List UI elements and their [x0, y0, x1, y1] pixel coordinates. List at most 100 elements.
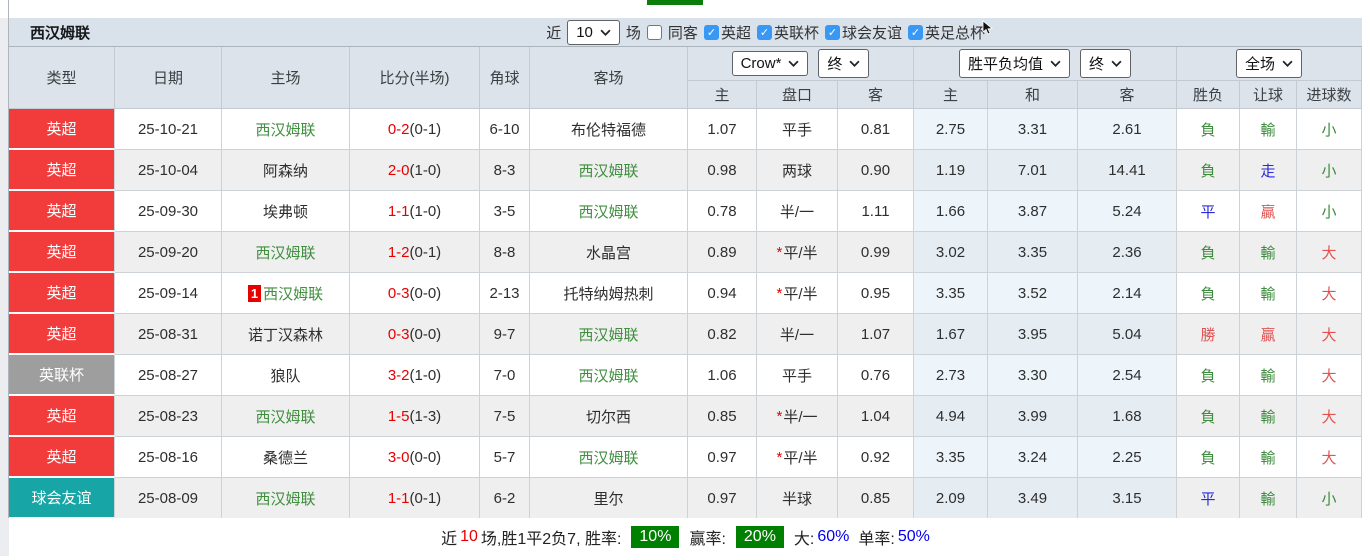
home-team-cell: 西汉姆联: [222, 478, 350, 519]
home-team-name: 西汉姆联: [263, 285, 324, 303]
result-goals-cell: 大: [1297, 314, 1362, 355]
odds-stage-select[interactable]: 终: [818, 49, 870, 78]
away-team-name: 切尔西: [585, 408, 631, 426]
subcolumn-header: 主: [688, 81, 757, 109]
date-cell: 25-08-09: [115, 478, 222, 519]
home-team-cell: 狼队: [222, 355, 350, 396]
result-wdl-cell: 負: [1177, 355, 1240, 396]
league-cell: 英超: [9, 232, 115, 273]
league-checkbox-premier[interactable]: ✓: [703, 24, 719, 40]
league-checkbox-efl-cup[interactable]: ✓: [756, 24, 772, 40]
odds-away-cell: 1.11: [838, 191, 914, 232]
away-team-cell: 托特纳姆热刺: [530, 273, 688, 314]
summary-near-label: 近: [441, 531, 458, 548]
odds-home-cell: 0.89: [688, 232, 757, 273]
league-cell: 英超: [9, 273, 115, 314]
same-away-checkbox[interactable]: [646, 24, 662, 40]
result-goals-cell: 大: [1297, 396, 1362, 437]
avg-header-group: 胜平负均值 终: [914, 47, 1177, 81]
summary-record-text: 场,胜1平2负7, 胜率:: [480, 531, 622, 548]
result-handicap-cell: 贏: [1240, 314, 1297, 355]
result-wdl-cell: 勝: [1177, 314, 1240, 355]
avg-type-value: 胜平负均值: [967, 56, 1043, 73]
away-team-name: 西汉姆联: [578, 449, 639, 467]
avg-stage-select[interactable]: 终: [1080, 49, 1132, 78]
active-tab-indicator: [647, 0, 703, 5]
recent-count-select[interactable]: 10: [567, 19, 620, 45]
result-wdl-cell: 平: [1177, 478, 1240, 519]
away-team-cell: 里尔: [530, 478, 688, 519]
away-team-cell: 水晶宫: [530, 232, 688, 273]
avg-draw-cell: 3.35: [988, 232, 1078, 273]
avg-home-cell: 3.02: [914, 232, 988, 273]
odds-home-cell: 0.78: [688, 191, 757, 232]
home-team-name: 埃弗顿: [262, 203, 308, 221]
odds-handicap-cell: * 平/半: [757, 273, 838, 314]
avg-home-cell: 3.35: [914, 437, 988, 478]
league-cell: 英超: [9, 396, 115, 437]
league-label-friendly: 球会友谊: [841, 24, 902, 42]
avg-away-cell: 5.24: [1078, 191, 1177, 232]
scope-select[interactable]: 全场: [1235, 49, 1302, 78]
games-label: 场: [625, 24, 641, 42]
home-team-name: 桑德兰: [262, 449, 308, 467]
corner-cell: 2-13: [480, 273, 530, 314]
odds-handicap-cell: 半/一: [757, 314, 838, 355]
result-goals-cell: 大: [1297, 273, 1362, 314]
odds-away-cell: 0.81: [838, 109, 914, 150]
league-cell: 英超: [9, 109, 115, 150]
away-team-cell: 西汉姆联: [530, 437, 688, 478]
date-cell: 25-09-20: [115, 232, 222, 273]
result-goals-cell: 大: [1297, 355, 1362, 396]
result-handicap-cell: 輸: [1240, 232, 1297, 273]
league-label-premier: 英超: [720, 24, 751, 42]
avg-draw-cell: 3.95: [988, 314, 1078, 355]
result-handicap-cell: 贏: [1240, 191, 1297, 232]
subcolumn-header: 盘口: [757, 81, 838, 109]
avg-home-cell: 2.73: [914, 355, 988, 396]
result-goals-cell: 小: [1297, 478, 1362, 519]
result-handicap-cell: 走: [1240, 150, 1297, 191]
away-team-name: 西汉姆联: [578, 203, 639, 221]
avg-away-cell: 2.61: [1078, 109, 1177, 150]
odds-handicap-cell: 半球: [757, 478, 838, 519]
odds-company-select[interactable]: Crow*: [731, 51, 809, 76]
result-handicap-cell: 輸: [1240, 437, 1297, 478]
away-team-name: 托特纳姆热刺: [563, 285, 654, 303]
avg-draw-cell: 3.31: [988, 109, 1078, 150]
avg-type-select[interactable]: 胜平负均值: [958, 49, 1070, 78]
score-cell: 1-1 (0-1): [350, 478, 480, 519]
chevron-down-icon: [849, 60, 860, 67]
avg-away-cell: 2.14: [1078, 273, 1177, 314]
league-checkbox-friendly[interactable]: ✓: [824, 24, 840, 40]
big-rate: 60%: [817, 528, 850, 545]
odds-handicap-cell: 半/一: [757, 191, 838, 232]
result-goals-cell: 小: [1297, 109, 1362, 150]
league-checkbox-fa-cup[interactable]: ✓: [907, 24, 923, 40]
avg-home-cell: 1.19: [914, 150, 988, 191]
result-wdl-cell: 負: [1177, 150, 1240, 191]
score-cell: 1-5 (1-3): [350, 396, 480, 437]
odds-away-cell: 0.76: [838, 355, 914, 396]
score-cell: 1-1 (1-0): [350, 191, 480, 232]
home-team-cell: 诺丁汉森林: [222, 314, 350, 355]
avg-draw-cell: 3.52: [988, 273, 1078, 314]
avg-away-cell: 1.68: [1078, 396, 1177, 437]
date-cell: 25-08-27: [115, 355, 222, 396]
scope-value: 全场: [1244, 56, 1275, 73]
avg-away-cell: 2.25: [1078, 437, 1177, 478]
away-team-cell: 西汉姆联: [530, 355, 688, 396]
corner-cell: 6-10: [480, 109, 530, 150]
scope-header-group: 全场: [1177, 47, 1362, 81]
recent-count-value: 10: [576, 23, 593, 41]
result-handicap-cell: 輸: [1240, 478, 1297, 519]
avg-home-cell: 1.67: [914, 314, 988, 355]
odds-away-cell: 0.90: [838, 150, 914, 191]
league-cell: 英超: [9, 437, 115, 478]
home-team-cell: 西汉姆联: [222, 232, 350, 273]
column-header: 日期: [115, 47, 222, 109]
chevron-down-icon: [1111, 60, 1122, 67]
corner-cell: 7-5: [480, 396, 530, 437]
chevron-down-icon: [1050, 60, 1061, 67]
away-team-name: 布伦特福德: [570, 121, 646, 139]
